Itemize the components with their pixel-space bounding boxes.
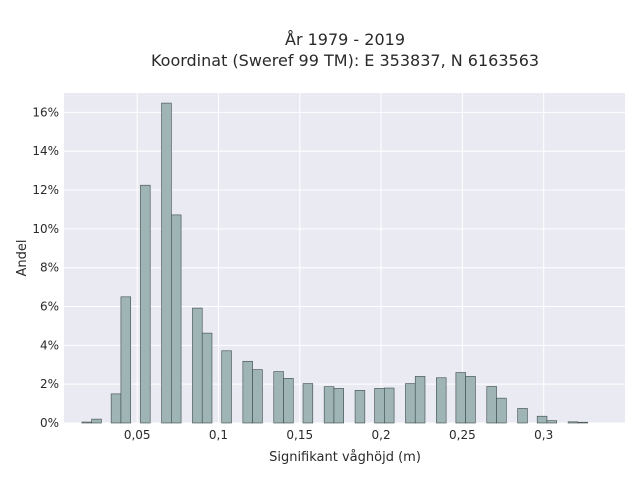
histogram-bar [323,386,335,424]
y-tick-label: 8% [40,261,59,275]
histogram-bar [354,390,366,424]
histogram-bar [455,372,466,424]
x-tick-label: 0,15 [286,428,313,442]
x-tick-label: 0,25 [449,428,476,442]
histogram-bar [517,408,528,424]
histogram-bar [283,378,294,424]
grid-lines [64,93,625,424]
y-tick-label: 0% [40,416,59,430]
x-tick-label: 0,1 [209,428,228,442]
bars [81,102,588,424]
histogram-bar [436,377,447,424]
histogram-bar [81,421,92,424]
x-tick-label: 0,3 [534,428,553,442]
histogram-bar [405,383,416,424]
histogram-bar [567,421,579,424]
histogram-bar [161,102,172,424]
histogram-bar [465,376,476,424]
y-tick-label: 6% [40,300,59,314]
y-axis-label: Andel [15,240,30,277]
histogram-bar [140,184,151,424]
histogram-bar [414,376,426,424]
histogram-bar [536,415,548,424]
plot-area [64,93,625,423]
x-tick-labels: 0,05 0,1 0,15 0,2 0,25 0,3 [124,428,553,442]
histogram-bar [242,360,253,424]
histogram-bar [221,350,232,424]
x-tick-label: 0,2 [372,428,391,442]
histogram-bar [496,397,507,424]
histogram-bar [110,393,122,424]
y-tick-label: 16% [32,105,59,119]
histogram-bar [273,371,284,424]
histogram-bar [333,388,344,424]
y-tick-labels: 0% 2% 4% 6% 8% 10% 12% 14% 16% [32,105,59,430]
histogram-bar [374,388,385,424]
histogram-bar [201,332,213,424]
histogram-bar [120,296,131,424]
histogram-bar [546,420,558,424]
histogram-bar [384,387,395,424]
y-tick-label: 10% [32,222,59,236]
histogram-bar [577,421,588,424]
y-tick-label: 14% [32,144,59,158]
chart-title-line-1: År 1979 - 2019 [285,30,405,49]
histogram-bar [302,383,314,424]
histogram-bar [192,307,203,424]
y-tick-label: 4% [40,338,59,352]
histogram-bar [171,214,182,424]
x-tick-label: 0,05 [124,428,151,442]
histogram-bar [91,418,102,424]
histogram-bar [486,386,497,424]
y-tick-label: 2% [40,377,59,391]
y-tick-label: 12% [32,183,59,197]
histogram-bar [252,369,263,424]
chart-title-line-2: Koordinat (Sweref 99 TM): E 353837, N 61… [151,51,539,70]
x-axis-label: Signifikant våghöjd (m) [269,450,421,465]
